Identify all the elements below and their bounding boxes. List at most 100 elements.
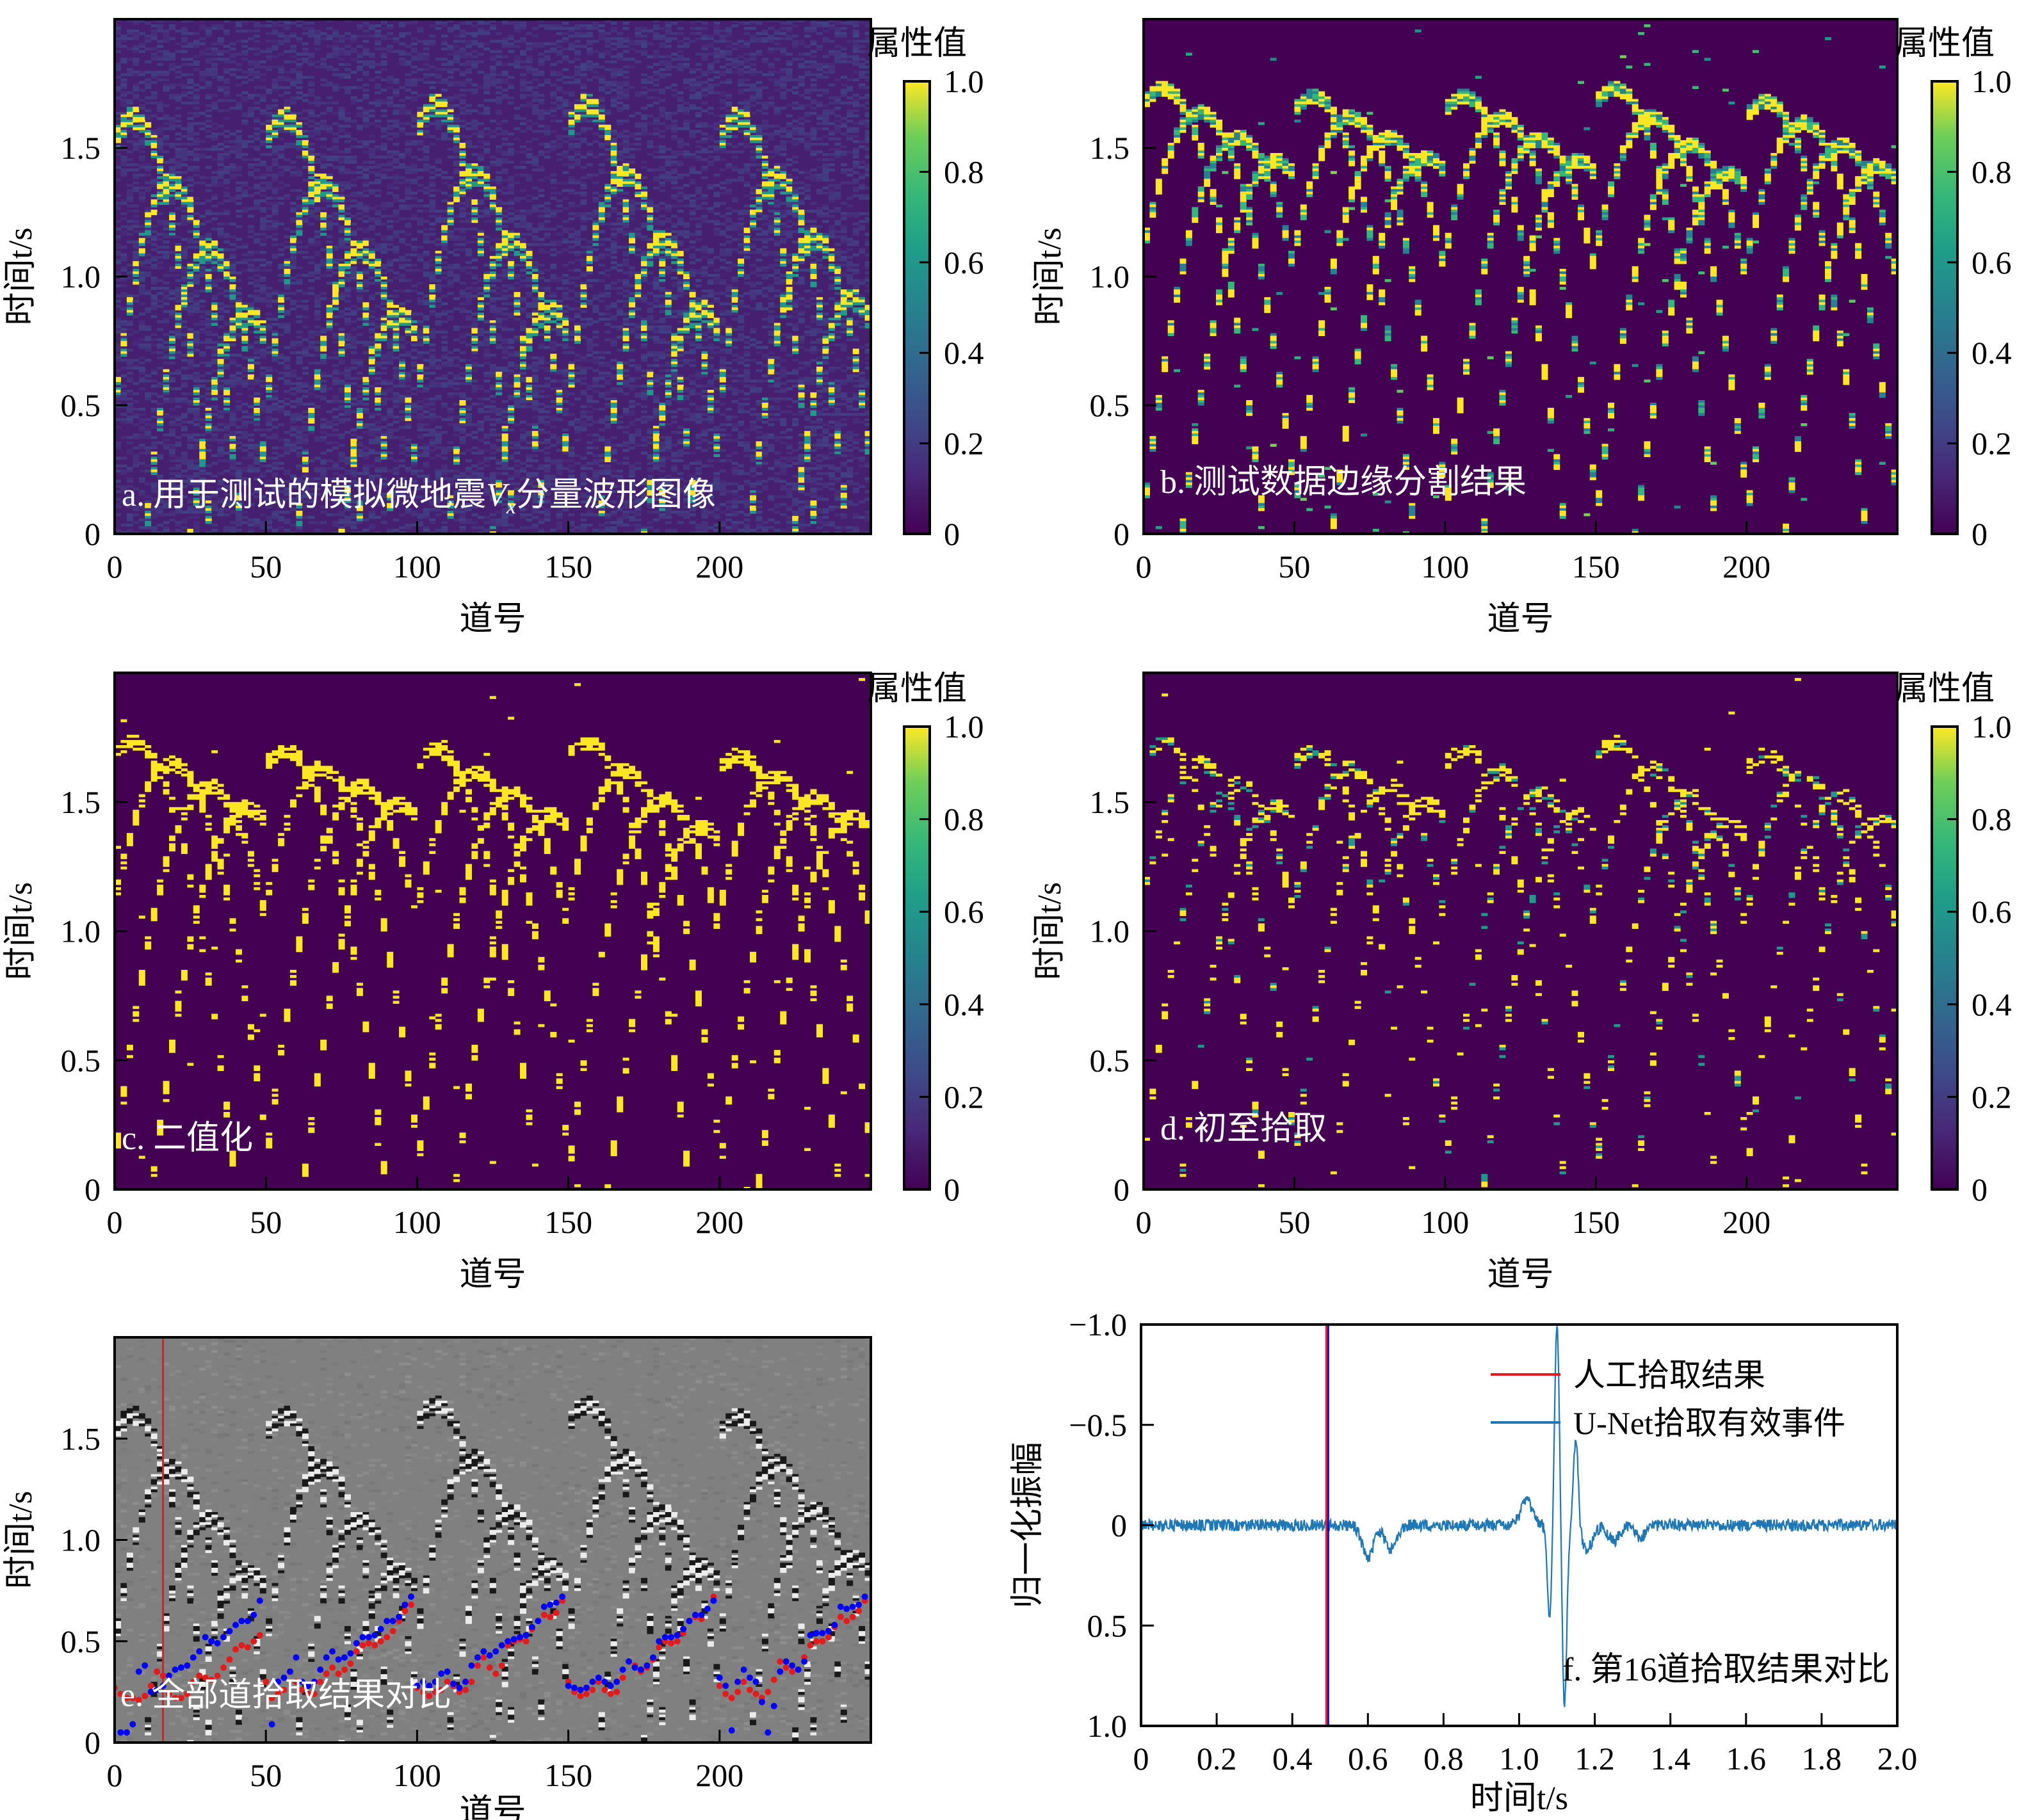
heatmap-cell	[368, 282, 375, 285]
heatmap-cell	[405, 96, 412, 100]
heatmap-cell	[356, 212, 363, 216]
heatmap-cell	[133, 400, 140, 403]
heatmap-cell	[181, 91, 188, 95]
heatmap-cell	[145, 232, 152, 236]
heatmap-cell	[150, 415, 158, 419]
heatmap-cell	[247, 106, 254, 110]
heatmap-cell	[266, 58, 273, 61]
heatmap-cell	[271, 83, 279, 87]
heatmap-cell	[254, 145, 261, 149]
heatmap-cell	[326, 191, 333, 195]
heatmap-cell	[175, 335, 182, 339]
heatmap-cell	[133, 124, 140, 128]
heatmap-cell	[356, 389, 363, 393]
heatmap-cell	[271, 132, 279, 136]
heatmap-cell	[296, 397, 303, 401]
heatmap-cell	[193, 289, 200, 293]
heatmap-cell	[241, 312, 248, 316]
heatmap-cell	[229, 410, 236, 414]
heatmap-cell	[266, 456, 273, 460]
heatmap-cell	[308, 335, 315, 339]
heatmap-cell	[157, 351, 164, 355]
heatmap-cell	[350, 96, 357, 100]
heatmap-cell	[193, 330, 200, 334]
heatmap-cell	[387, 248, 394, 252]
heatmap-cell	[254, 266, 261, 270]
heatmap-cell	[120, 351, 127, 355]
heatmap-cell	[211, 379, 218, 383]
heatmap-cell	[423, 109, 430, 113]
heatmap-cell	[259, 287, 266, 290]
heatmap-cell	[356, 277, 363, 280]
heatmap-cell	[405, 232, 412, 236]
heatmap-cell	[138, 338, 145, 342]
heatmap-cell	[115, 76, 121, 79]
heatmap-cell	[344, 212, 351, 216]
heatmap-cell	[405, 253, 412, 257]
heatmap-cell	[145, 81, 152, 85]
heatmap-cell	[145, 101, 152, 105]
heatmap-cell	[163, 235, 170, 239]
heatmap-cell	[150, 426, 158, 429]
heatmap-cell	[236, 63, 242, 66]
heatmap-cell	[380, 477, 387, 481]
heatmap-cell	[150, 513, 158, 517]
heatmap-cell	[417, 376, 424, 380]
heatmap-cell	[217, 184, 224, 187]
heatmap-cell	[115, 403, 121, 406]
heatmap-cell	[302, 495, 309, 499]
heatmap-cell	[229, 433, 236, 437]
heatmap-cell	[302, 428, 309, 431]
heatmap-cell	[278, 86, 285, 90]
heatmap-cell	[138, 323, 145, 326]
heatmap-cell	[254, 523, 261, 527]
heatmap-cell	[308, 431, 315, 434]
heatmap-cell	[138, 117, 145, 120]
heatmap-cell	[126, 106, 133, 110]
heatmap-cell	[254, 335, 261, 339]
heatmap-cell	[284, 325, 291, 328]
heatmap-cell	[175, 114, 182, 118]
heatmap-cell	[399, 318, 406, 321]
heatmap-cell	[247, 446, 254, 449]
heatmap-cell	[223, 166, 231, 169]
heatmap-cell	[296, 117, 303, 120]
heatmap-cell	[199, 27, 206, 30]
heatmap-cell	[350, 199, 357, 202]
heatmap-cell	[211, 439, 218, 442]
heatmap-cell	[241, 243, 248, 246]
heatmap-cell	[320, 137, 327, 141]
heatmap-cell	[271, 145, 279, 149]
heatmap-cell	[145, 500, 152, 504]
heatmap-cell	[423, 114, 430, 118]
heatmap-cell	[320, 330, 327, 334]
heatmap-cell	[411, 132, 417, 136]
heatmap-cell	[344, 50, 351, 53]
heatmap-cell	[290, 99, 296, 102]
heatmap-cell	[338, 171, 345, 174]
heatmap-cell	[362, 282, 369, 285]
heatmap-cell	[417, 268, 424, 272]
heatmap-cell	[254, 101, 261, 105]
heatmap-cell	[411, 454, 417, 457]
heatmap-cell	[115, 253, 121, 257]
heatmap-cell	[266, 408, 273, 411]
heatmap-cell	[344, 217, 351, 221]
heatmap-cell	[314, 230, 321, 234]
heatmap-cell	[115, 485, 121, 488]
heatmap-cell	[405, 353, 412, 357]
heatmap-cell	[375, 40, 382, 43]
heatmap-cell	[338, 400, 345, 403]
heatmap-cell	[380, 446, 387, 449]
heatmap-cell	[405, 81, 412, 85]
heatmap-cell	[175, 318, 182, 321]
heatmap-cell	[368, 225, 375, 229]
heatmap-cell	[247, 421, 254, 424]
heatmap-cell	[181, 320, 188, 323]
heatmap-cell	[205, 364, 212, 367]
heatmap-cell	[393, 490, 400, 494]
heatmap-cell	[169, 235, 175, 239]
heatmap-cell	[320, 263, 327, 267]
heatmap-cell	[326, 222, 333, 226]
heatmap-cell	[362, 220, 369, 223]
